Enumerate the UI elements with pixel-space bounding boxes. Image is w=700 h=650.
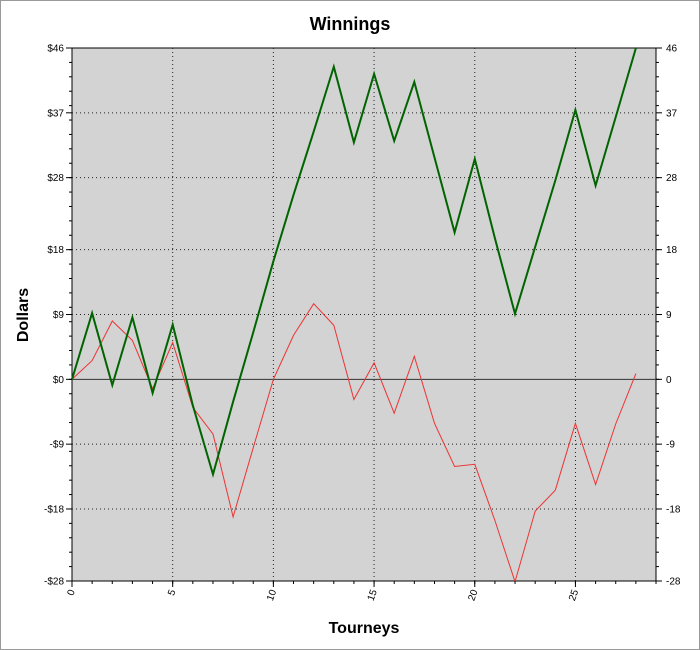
y-tick-label-left: $28 [47, 173, 64, 184]
y-tick-label-left: $37 [47, 108, 64, 119]
y-tick-label-left: -$28 [44, 577, 64, 588]
y-tick-label-right: -9 [666, 440, 675, 451]
y-tick-label-left: $18 [47, 245, 64, 256]
y-tick-label-left: $0 [53, 375, 65, 386]
y-tick-label-left: $46 [47, 44, 64, 55]
series-line-1 [71, 47, 637, 479]
plot-area [71, 47, 657, 582]
y-tick-label-right: -28 [666, 577, 681, 588]
x-tick-label: 5 [166, 588, 178, 597]
y-tick-label-right: 46 [666, 44, 678, 55]
grid-layer [72, 48, 656, 581]
y-tick-label-left: -$9 [50, 440, 65, 451]
series-line-2 [71, 302, 637, 584]
chart-title: Winnings [310, 14, 391, 34]
y-tick-label-right: 9 [666, 310, 672, 321]
series-layer [71, 47, 637, 584]
x-tick-label: 15 [366, 588, 380, 603]
y-tick-label-left: -$18 [44, 504, 64, 515]
y-tick-label-right: 37 [666, 108, 678, 119]
y-tick-label-right: 28 [666, 173, 678, 184]
x-tick-label: 10 [265, 588, 279, 603]
x-axis-title: Tourneys [329, 620, 400, 637]
axis-layer: -$28 -28 -$18 -18 -$9 -9 $0 0 $9 9 $18 18 $28 28 $37 37… [44, 44, 681, 603]
y-tick-label-right: 18 [666, 245, 678, 256]
y-axis-title: Dollars [15, 288, 32, 342]
y-tick-label-right: -18 [666, 504, 681, 515]
x-tick-label: 25 [567, 588, 581, 603]
y-tick-label-left: $9 [53, 310, 65, 321]
y-tick-label-right: 0 [666, 375, 672, 386]
x-tick-label: 0 [66, 588, 78, 597]
x-tick-label: 20 [466, 588, 480, 603]
